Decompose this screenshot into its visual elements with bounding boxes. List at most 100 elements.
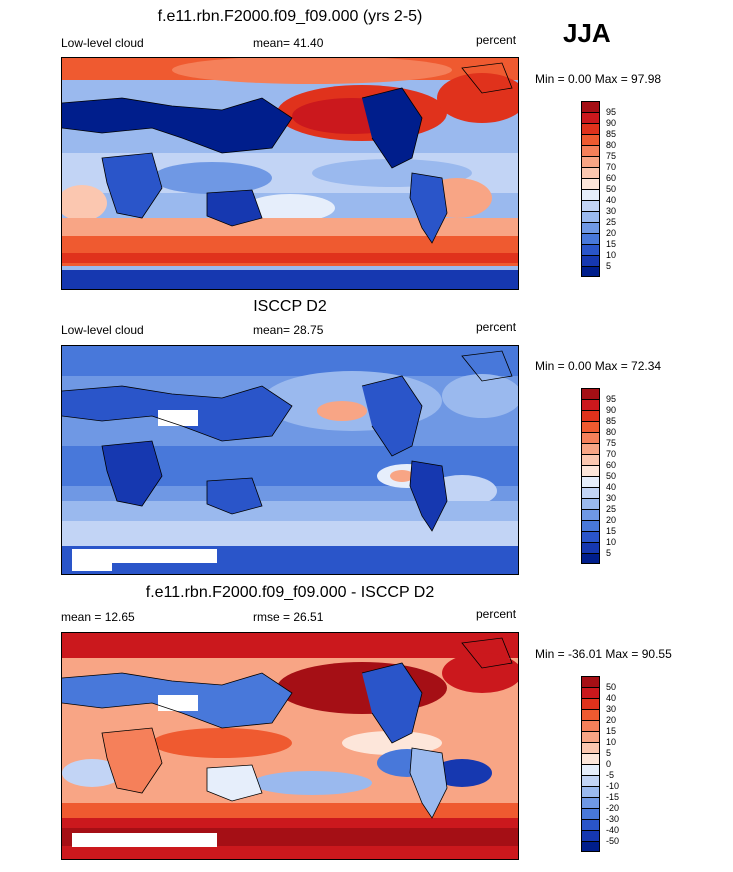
legend-color-box [581,742,600,753]
panel-3-legend-boxes [581,676,600,852]
legend-color-box [581,553,600,564]
legend-tick-label: 60 [606,173,617,183]
legend-color-box [581,200,600,211]
legend-color-box [581,676,600,687]
panel-1-map [61,57,519,290]
legend-tick-label: 90 [606,118,617,128]
legend-tick-label: 60 [606,460,617,470]
legend-color-box [581,156,600,167]
legend-tick-label: 30 [606,704,617,714]
panel-1-legend-boxes [581,101,600,277]
legend-color-box [581,465,600,476]
legend-tick-label: 25 [606,217,617,227]
legend-color-box [581,753,600,764]
legend-tick-label: 0 [606,759,612,769]
legend-tick-label: 5 [606,748,612,758]
panel-1-minmax-label: Min = 0.00 Max = 97.98 [535,72,662,86]
legend-tick-label: 20 [606,228,617,238]
legend-color-box [581,819,600,830]
panel-3-rmse-label: rmse = 26.51 [253,610,324,624]
legend-color-box [581,731,600,742]
panel-2-mean-label: mean= 28.75 [253,323,324,337]
legend-tick-label: 15 [606,726,617,736]
panel-1-mean-label: mean= 41.40 [253,36,324,50]
panel-2-units-label: percent [476,320,517,334]
panel-2-variable-label: Low-level cloud [61,323,144,337]
legend-color-box [581,808,600,819]
legend-color-box [581,244,600,255]
legend-color-box [581,520,600,531]
legend-color-box [581,830,600,841]
panel-2-legend-boxes [581,388,600,564]
legend-tick-label: 70 [606,162,617,172]
legend-color-box [581,112,600,123]
legend-tick-label: -5 [606,770,615,780]
legend-tick-label: 90 [606,405,617,415]
panel-1-variable-label: Low-level cloud [61,36,144,50]
legend-tick-label: -20 [606,803,620,813]
legend-color-box [581,476,600,487]
legend-color-box [581,222,600,233]
legend-tick-label: 20 [606,515,617,525]
legend-color-box [581,388,600,399]
legend-tick-label: 30 [606,493,617,503]
legend-color-box [581,266,600,277]
legend-color-box [581,399,600,410]
legend-tick-label: 50 [606,184,617,194]
legend-tick-label: -30 [606,814,620,824]
legend-tick-label: 85 [606,416,617,426]
legend-tick-label: 10 [606,737,617,747]
legend-color-box [581,167,600,178]
legend-tick-label: 50 [606,471,617,481]
legend-tick-label: 85 [606,129,617,139]
legend-color-box [581,531,600,542]
legend-tick-label: 40 [606,693,617,703]
legend-tick-label: 5 [606,548,612,558]
legend-tick-label: -50 [606,836,620,846]
legend-tick-label: 5 [606,261,612,271]
panel-1-units-label: percent [476,33,517,47]
legend-tick-label: 40 [606,482,617,492]
legend-tick-label: 50 [606,682,617,692]
legend-color-box [581,775,600,786]
legend-tick-label: 10 [606,537,617,547]
legend-color-box [581,432,600,443]
panel-3-map [61,632,519,860]
legend-color-box [581,797,600,808]
legend-color-box [581,764,600,775]
legend-color-box [581,178,600,189]
legend-tick-label: 20 [606,715,617,725]
legend-tick-label: 30 [606,206,617,216]
legend-color-box [581,410,600,421]
legend-color-box [581,233,600,244]
legend-color-box [581,101,600,112]
panel-3-mean-label: mean = 12.65 [61,610,135,624]
legend-tick-label: 15 [606,239,617,249]
legend-tick-label: 75 [606,151,617,161]
legend-tick-label: 40 [606,195,617,205]
legend-color-box [581,786,600,797]
legend-color-box [581,841,600,852]
legend-tick-label: -40 [606,825,620,835]
legend-color-box [581,542,600,553]
legend-color-box [581,189,600,200]
legend-tick-label: 95 [606,107,617,117]
legend-tick-label: 15 [606,526,617,536]
legend-color-box [581,211,600,222]
legend-tick-label: 95 [606,394,617,404]
legend-color-box [581,487,600,498]
legend-color-box [581,687,600,698]
legend-color-box [581,720,600,731]
legend-color-box [581,134,600,145]
legend-color-box [581,443,600,454]
legend-color-box [581,123,600,134]
season-label: JJA [563,18,611,48]
panel-3-title: f.e11.rbn.F2000.f09_f09.000 - ISCCP D2 [145,584,435,601]
panel-1-legend: 95 90 85 80 75 70 60 50 40 30 25 20 15 10 5 [581,101,616,277]
panel-2-map [61,345,519,575]
legend-color-box [581,145,600,156]
legend-color-box [581,454,600,465]
panel-1-title: f.e11.rbn.F2000.f09_f09.000 (yrs 2-5) [157,8,423,25]
legend-color-box [581,498,600,509]
legend-color-box [581,698,600,709]
